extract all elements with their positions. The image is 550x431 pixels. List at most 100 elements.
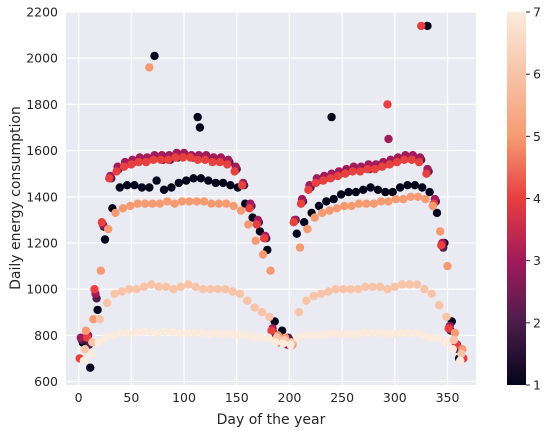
data-point [432,208,442,218]
data-point [81,326,91,335]
data-point [146,327,155,337]
data-point [369,199,378,208]
data-point [286,340,295,349]
data-point [218,178,228,188]
data-point [310,213,319,222]
data-point [264,333,273,342]
data-point [127,160,136,169]
data-point [383,285,392,294]
data-point [95,315,104,324]
data-point [163,197,172,206]
data-point [434,301,444,310]
data-point [244,220,253,229]
data-point [234,331,244,340]
data-point [295,243,305,252]
data-point [252,220,261,229]
data-point [76,333,86,342]
data-point [339,285,348,294]
data-point [300,218,309,227]
data-point [116,328,126,338]
data-point [137,183,147,192]
data-point [208,157,217,167]
data-point [348,167,357,176]
data-point [87,349,96,358]
data-point [175,328,184,338]
data-point [245,204,254,213]
data-point [183,328,192,338]
data-point [229,201,238,211]
data-point [399,194,408,204]
data-point [407,155,416,164]
x-tick-label: 200 [278,390,302,405]
data-point [388,187,397,197]
data-point [374,328,384,338]
data-point [89,315,98,324]
data-point [178,153,188,162]
data-point [167,183,176,192]
data-point [363,164,372,174]
data-point [354,199,364,208]
data-point [148,199,157,208]
data-point [154,282,163,291]
data-point [176,282,186,291]
data-point [105,174,114,183]
data-point [184,280,193,289]
data-point [322,197,331,206]
y-axis-ticks: 600 800 1000 1200 1400 1600 1800 2000 2200 [26,5,58,390]
data-point [417,21,426,31]
data-point [410,181,420,190]
data-point [152,176,161,185]
data-point [212,328,221,338]
data-point [242,331,251,340]
data-point [289,218,298,227]
data-point [370,164,379,174]
data-point [336,190,346,199]
data-point [223,160,232,169]
data-point [389,330,398,339]
data-point [420,285,429,294]
data-point [134,157,143,167]
data-point [427,289,436,298]
data-point [109,331,118,340]
data-point [141,157,151,167]
data-point [448,345,457,354]
data-point [411,328,421,338]
data-point [302,296,311,305]
data-point [304,185,313,194]
data-point [303,224,312,234]
data-point [97,218,107,227]
y-tick-label: 1800 [26,97,58,112]
data-point [256,333,266,342]
x-tick-label: 300 [383,390,407,405]
data-point [104,224,113,234]
data-point [259,234,269,243]
data-point [381,187,390,197]
data-point [316,289,326,298]
data-point [400,155,409,164]
data-point [384,134,393,144]
data-point [346,285,355,294]
data-point [80,345,90,354]
data-point [444,324,453,333]
data-point [118,204,128,213]
data-point [456,356,465,365]
data-point [207,199,216,208]
x-tick-label: 100 [172,390,196,405]
data-point [366,183,375,192]
data-point [79,356,89,365]
data-point [367,328,376,338]
data-point [250,303,259,312]
data-point [205,330,214,339]
data-point [382,330,391,339]
data-point [159,185,169,194]
y-tick-label: 600 [34,374,58,389]
data-point [450,328,460,338]
data-point [352,330,362,339]
data-point [193,112,202,122]
data-point [160,327,170,337]
data-point [383,100,392,109]
x-axis-ticks: 0 50 100 150 200 250 300 350 [75,390,460,405]
y-tick-label: 800 [34,328,58,343]
colorbar-tick-label: 6 [533,67,541,82]
data-point [196,174,206,183]
